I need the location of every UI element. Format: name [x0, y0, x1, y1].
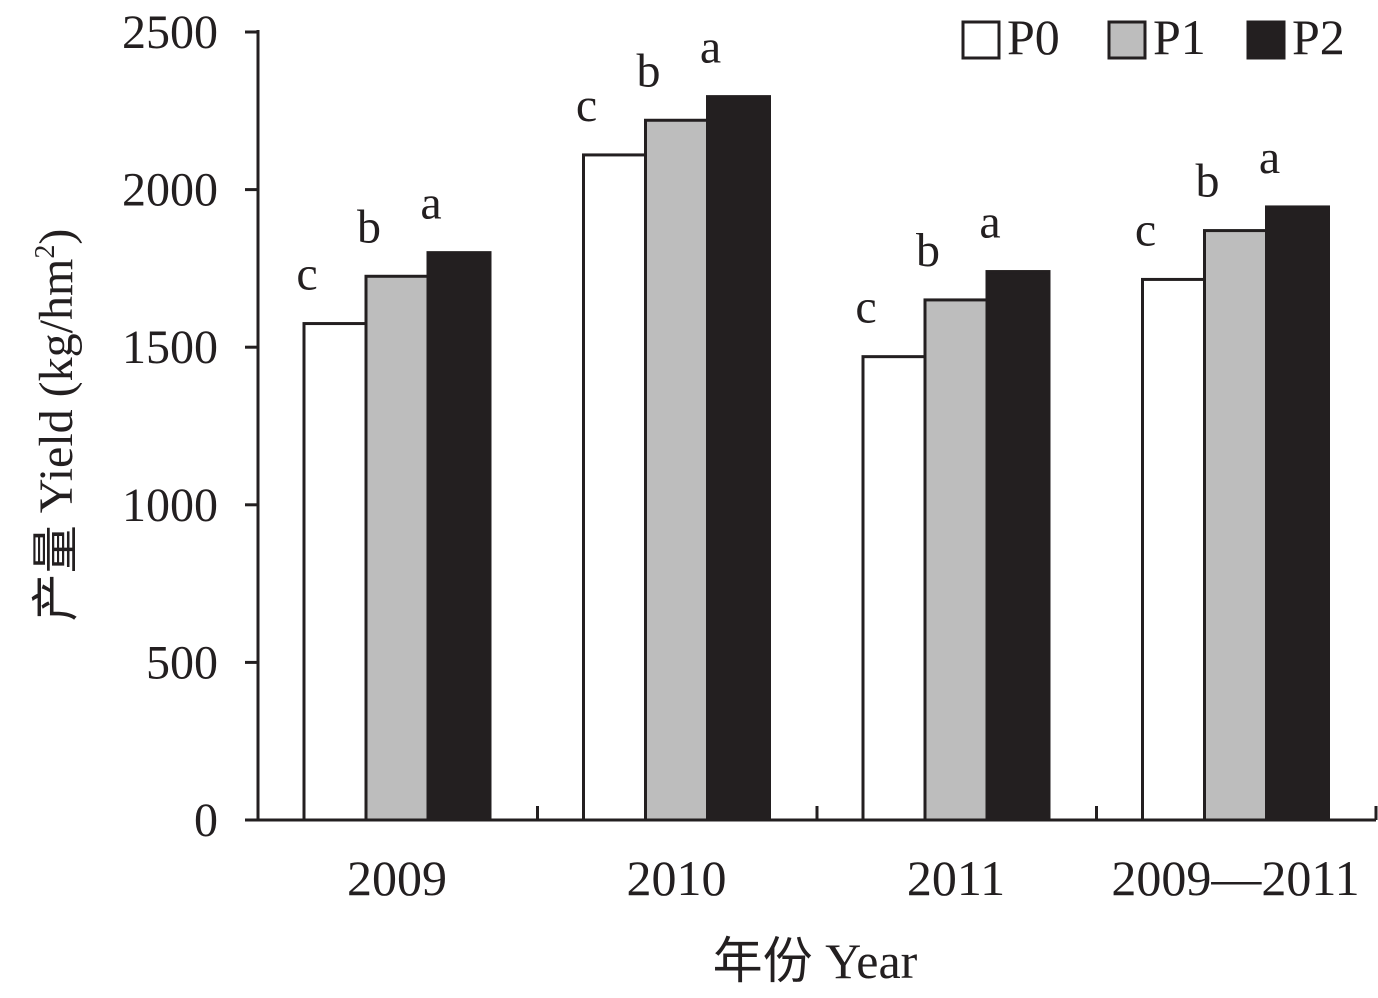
significance-letter: b [637, 44, 661, 97]
significance-letter: a [700, 21, 721, 74]
bar-p1 [364, 274, 430, 822]
significance-letter: b [916, 224, 940, 277]
y-tick-label: 1500 [122, 321, 218, 374]
bar-p2 [426, 251, 492, 822]
legend-swatch-p2 [1246, 20, 1286, 60]
significance-letter: c [855, 281, 876, 334]
significance-letter: b [357, 200, 381, 253]
y-axis-title-main: 产量 Yield (kg/hm [30, 259, 83, 622]
x-category-label: 2010 [627, 850, 727, 906]
bars [302, 95, 1330, 822]
x-category-label: 2009 [347, 850, 447, 906]
legend-label: P1 [1153, 9, 1206, 65]
legend-label: P2 [1292, 9, 1345, 65]
y-axis-title-close: ) [30, 229, 83, 245]
significance-letter: a [979, 196, 1000, 249]
significance-letter: b [1196, 155, 1220, 208]
x-category-label: 2011 [907, 850, 1005, 906]
bar-p0 [1141, 277, 1206, 822]
x-axis-ticks [536, 806, 1378, 820]
bar-p1 [923, 298, 989, 822]
x-category-label: 2009—2011 [1111, 850, 1359, 906]
significance-letter: a [420, 177, 441, 230]
bar-p1 [1203, 229, 1268, 822]
significance-letter: c [576, 79, 597, 132]
y-axis-title: 产量 Yield (kg/hm2) [30, 229, 83, 622]
legend-swatch-p0 [961, 20, 1001, 60]
y-tick-label: 500 [146, 636, 218, 689]
bar-p1 [644, 118, 709, 822]
y-tick-label: 2000 [122, 164, 218, 217]
y-axis-ticks: 0 500 1000 1500 2000 2500 [122, 6, 258, 847]
x-category-labels: 2009 2010 2011 2009—2011 [347, 850, 1360, 906]
y-tick-label: 1000 [122, 479, 218, 532]
significance-letter: a [1259, 131, 1280, 184]
y-axis-title-superscript: 2 [30, 245, 61, 259]
bar-p2 [706, 95, 771, 822]
bar-p2 [1265, 205, 1330, 822]
y-tick-label: 2500 [122, 6, 218, 59]
x-axis-title: 年份 Year [713, 933, 918, 989]
bar-p2 [985, 270, 1051, 822]
bar-p0 [302, 322, 368, 822]
bar-p0 [582, 153, 647, 822]
legend: P0 P1 P2 [961, 9, 1345, 65]
y-tick-label: 0 [194, 794, 218, 847]
legend-swatch-p1 [1107, 20, 1147, 60]
significance-letter: c [1135, 203, 1156, 256]
legend-label: P0 [1007, 9, 1060, 65]
significance-letter: c [296, 248, 317, 301]
bar-p0 [861, 355, 927, 822]
